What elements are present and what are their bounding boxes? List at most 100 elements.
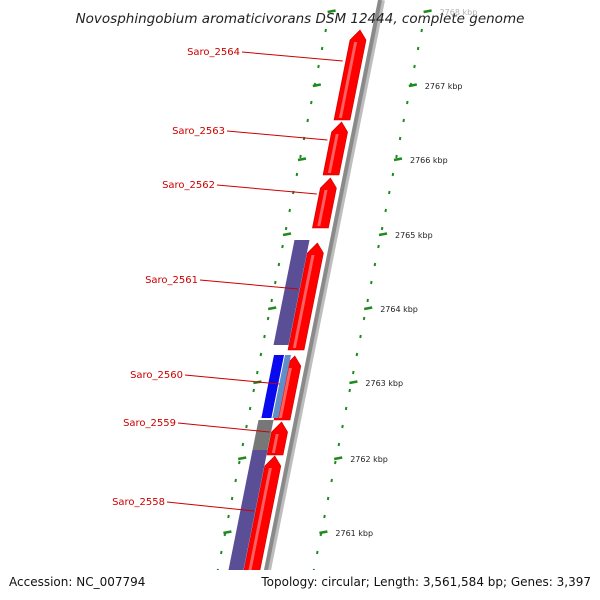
inner-tick	[220, 550, 223, 555]
inner-tick	[317, 64, 320, 69]
outer-tick	[391, 172, 395, 177]
outer-tick	[388, 190, 391, 195]
outer-tick	[413, 64, 416, 69]
inner-major-tick	[312, 83, 322, 88]
inner-tick	[234, 478, 237, 483]
inner-tick	[288, 208, 291, 213]
outer-tick	[330, 478, 333, 483]
inner-tick	[259, 352, 263, 357]
inner-major-tick	[223, 530, 232, 535]
inner-tick	[241, 442, 245, 447]
forward-gene-highlight	[292, 255, 315, 348]
inner-major-tick	[282, 232, 292, 237]
outer-tick	[359, 334, 362, 339]
kbp-labels: 2768 kbp 2767 kbp 2766 kbp 2765 kbp 2764 kbp…	[335, 8, 477, 538]
outer-tick	[334, 460, 337, 465]
kbp-tick-label: 2768 kbp	[440, 8, 478, 17]
kbp-tick-label: 2767 kbp	[425, 82, 463, 91]
outer-tick	[348, 388, 351, 393]
forward-gene-highlight	[327, 134, 339, 173]
inner-tick	[230, 496, 234, 501]
outer-tick	[402, 118, 405, 123]
inner-major-tick	[297, 157, 307, 162]
inner-tick	[227, 514, 230, 519]
inner-major-tick	[267, 306, 277, 311]
backbone	[258, 0, 385, 600]
kbp-tick-label: 2766 kbp	[410, 156, 448, 165]
outer-tick	[395, 154, 398, 159]
gene-label: Saro_2563	[172, 126, 225, 137]
inner-tick	[281, 244, 284, 249]
gene-label: Saro_2559	[123, 418, 176, 429]
kbp-major-tick	[378, 232, 388, 237]
outer-tick	[326, 496, 330, 501]
genome-info-text: Topology: circular; Length: 3,561,584 bp…	[260, 575, 591, 589]
outer-tick	[406, 100, 409, 105]
kbp-major-tick	[423, 9, 432, 14]
forward-gene-highlight	[338, 42, 358, 118]
gene-label: Saro_2558	[112, 497, 165, 508]
inner-tick	[238, 460, 241, 465]
gene-leader-line	[177, 422, 270, 433]
forward-gene-highlight	[242, 468, 272, 598]
kbp-major-tick	[349, 380, 358, 385]
cds-bar	[252, 420, 274, 450]
outer-tick	[384, 208, 387, 213]
gene-label: Saro_2562	[162, 180, 215, 191]
cds-bar	[261, 355, 284, 418]
inner-tick	[263, 334, 266, 339]
inner-major-tick	[237, 456, 247, 461]
inner-major-tick	[327, 9, 336, 14]
kbp-major-tick	[393, 157, 403, 162]
forward-gene-highlight	[317, 190, 328, 226]
gene-leader-line	[166, 501, 254, 512]
kbp-tick-label: 2765 kbp	[395, 231, 433, 240]
gene-features	[225, 29, 367, 600]
outer-tick	[416, 46, 420, 51]
outer-tick	[316, 550, 319, 555]
kbp-major-tick	[408, 83, 418, 88]
inner-tick	[306, 118, 309, 123]
gene-label: Saro_2561	[145, 275, 198, 286]
kbp-major-tick	[333, 456, 343, 461]
gene-leader-line	[216, 184, 317, 195]
outer-tick	[352, 370, 355, 375]
forward-gene-highlight	[271, 434, 279, 453]
inner-tick	[284, 226, 288, 231]
kbp-tick-label: 2763 kbp	[365, 379, 403, 388]
outer-tick	[398, 136, 402, 141]
kbp-tick-label: 2764 kbp	[380, 305, 418, 314]
outer-tick	[380, 226, 384, 231]
outer-tick	[323, 514, 326, 519]
outer-tick	[366, 298, 369, 303]
outer-tick	[377, 244, 380, 249]
inner-tick	[324, 28, 327, 33]
inner-tick	[270, 298, 273, 303]
kbp-major-tick	[319, 530, 328, 535]
inner-tick	[295, 172, 299, 177]
outer-tick	[362, 316, 366, 321]
gene-labels: Saro_2564 Saro_2563 Saro_2562 Saro_2561 Saro…	[112, 47, 343, 512]
cds-bar	[273, 240, 310, 345]
gene-leader-line	[226, 130, 328, 141]
outer-tick	[420, 28, 423, 33]
inner-tick	[245, 424, 248, 429]
inner-tick	[266, 316, 270, 321]
inner-tick	[310, 100, 313, 105]
outer-tick	[344, 406, 348, 411]
outer-tick	[341, 424, 344, 429]
outer-tick	[355, 352, 359, 357]
inner-tick	[252, 388, 255, 393]
gene-label: Saro_2560	[130, 370, 183, 381]
inner-tick	[274, 280, 277, 285]
kbp-major-tick	[363, 306, 373, 311]
tick-marks	[212, 9, 432, 591]
accession-text: Accession: NC_007794	[9, 575, 145, 589]
cds-bar	[272, 355, 291, 418]
kbp-tick-label: 2762 kbp	[350, 455, 388, 464]
gene-leader-line	[184, 374, 280, 385]
footer-bar	[0, 570, 600, 600]
genome-title: Novosphingobium aromaticivorans DSM 1244…	[76, 11, 525, 27]
cds-bar	[226, 450, 268, 578]
